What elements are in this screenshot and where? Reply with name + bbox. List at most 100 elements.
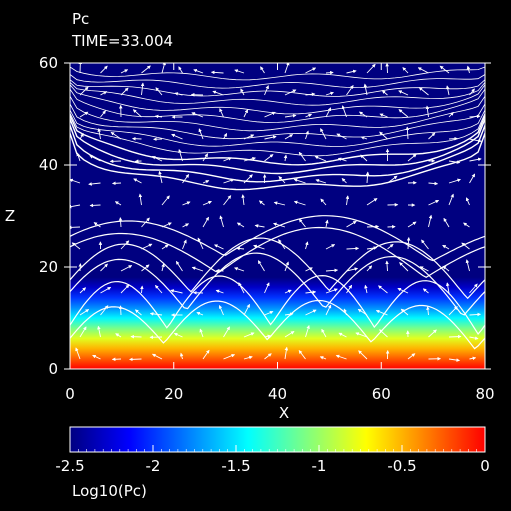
velocity-arrow [284,89,297,96]
velocity-arrow [171,133,183,140]
velocity-arrow [365,171,370,184]
velocity-arrow [210,70,224,75]
contour-line [70,115,485,166]
velocity-arrow [325,107,332,118]
velocity-arrow [305,241,309,250]
plot-area [70,63,485,369]
velocity-arrow [236,246,245,251]
velocity-arrow [234,267,245,272]
velocity-arrow [305,92,316,97]
velocity-arrow [120,265,133,272]
velocity-arrow [141,65,151,74]
velocity-arrow [170,289,183,294]
velocity-arrow [179,352,184,360]
velocity-arrow [426,306,430,316]
velocity-arrow [399,262,409,272]
velocity-arrow [284,261,289,272]
velocity-arrow [463,222,470,228]
velocity-arrow [115,333,122,338]
velocity-arrow [253,244,265,250]
x-tick: 20 [164,63,183,403]
velocity-arrow [442,244,450,250]
velocity-arrow [212,90,224,96]
velocity-arrow [76,152,81,162]
velocity-arrow [469,356,477,361]
velocity-arrow [100,65,108,74]
velocity-arrow [341,177,347,184]
velocity-arrow [379,131,388,140]
velocity-arrow [240,88,245,96]
velocity-arrow [100,286,112,294]
velocity-arrow [284,331,295,338]
velocity-arrow [243,109,249,118]
velocity-arrow [387,175,398,184]
velocity-arrow [314,155,327,162]
velocity-arrow [284,346,289,360]
velocity-arrow [379,113,388,118]
x-tick: 80 [475,63,495,403]
velocity-arrow [134,309,142,316]
colorbar-tick-label: 0 [480,457,490,475]
velocity-arrow [278,176,286,184]
velocity-arrow [118,217,123,228]
velocity-arrow [442,265,450,272]
velocity-arrow [469,336,479,340]
velocity-arrow [366,224,380,229]
contour-line [70,226,485,278]
contour-line [70,237,485,300]
velocity-arrow [284,134,294,140]
velocity-arrow [345,195,350,206]
velocity-arrow [254,224,265,228]
velocity-arrow [461,242,470,250]
velocity-arrow [469,312,481,317]
velocity-arrow [448,193,454,206]
velocity-arrow [337,157,347,162]
y-axis-ticks: 0 20 40 60 [39,54,491,378]
velocity-arrow [151,155,163,162]
velocity-arrow [120,240,130,250]
velocity-arrow [357,308,368,316]
contour-line [70,109,485,147]
velocity-arrow [469,114,481,119]
velocity-arrow [448,178,461,184]
colorbar-tick-label: -1.5 [221,457,250,475]
velocity-arrow [71,242,81,250]
velocity-arrow [325,268,339,273]
contour-line [70,95,485,132]
velocity-arrow [140,82,145,96]
velocity-arrow [355,332,368,338]
velocity-arrow [118,305,123,316]
velocity-arrow [319,356,327,360]
velocity-arrow [428,132,436,140]
velocity-arrow [243,134,255,140]
velocity-arrow [425,105,430,118]
velocity-arrow [100,110,106,118]
velocity-arrow [305,113,313,118]
velocity-arrow [260,66,265,74]
velocity-arrow [202,349,210,360]
velocity-arrow [360,154,368,162]
velocity-arrow [182,239,187,250]
velocity-arrow [219,215,224,228]
velocity-arrow [158,170,163,184]
velocity-arrow [100,263,108,272]
x-axis-ticks: 0 20 40 60 80 [65,63,495,403]
velocity-arrow [202,180,210,184]
velocity-arrow [465,197,470,206]
velocity-arrow [305,67,317,74]
velocity-arrow [112,181,122,186]
velocity-arrow [264,135,277,140]
velocity-arrow [223,178,235,184]
velocity-arrow [325,70,334,75]
y-tick: 60 [39,54,491,72]
velocity-arrow [110,131,122,140]
velocity-arrow [89,203,101,208]
velocity-arrow [358,350,368,360]
velocity-arrow [129,357,142,362]
velocity-arrow [400,308,409,316]
velocity-arrow [407,353,416,360]
velocity-arrow [360,136,368,140]
velocity-arrow [202,200,212,206]
velocity-arrow [133,178,142,184]
velocity-arrow [243,174,253,184]
